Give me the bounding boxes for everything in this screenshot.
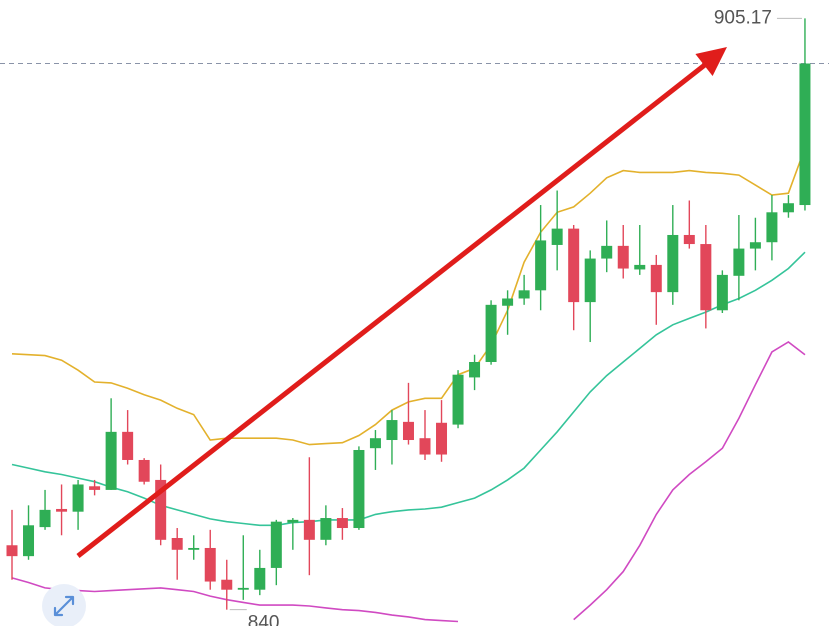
candle-body (683, 234, 695, 245)
indicator-line (11, 341, 806, 623)
candle-body (584, 258, 596, 303)
candle-body (469, 361, 481, 378)
candle-body (89, 486, 101, 490)
candle-body (204, 547, 216, 582)
candle-body (436, 422, 448, 455)
candle-body (303, 519, 315, 540)
low-label: 840 (248, 613, 280, 626)
candle-body (386, 420, 398, 441)
candle-body (518, 290, 530, 299)
candle-body (502, 298, 514, 306)
candle-body (601, 245, 613, 259)
candle-body (39, 509, 51, 528)
candle-body (56, 508, 68, 512)
candle-body (733, 248, 745, 276)
candle-body (452, 374, 464, 425)
candle-body (171, 537, 183, 550)
expand-icon[interactable] (53, 595, 75, 617)
candle-body (617, 245, 629, 269)
candle-body (6, 545, 18, 557)
candle-body (105, 431, 117, 490)
candle-body (716, 274, 728, 311)
candle-body (667, 234, 679, 293)
candle-body (138, 459, 150, 482)
candle-body (353, 449, 365, 529)
candle-body (782, 203, 794, 213)
candle-body (799, 63, 811, 206)
candle-body (749, 242, 761, 249)
candle-body (766, 212, 778, 243)
candle-body (535, 240, 547, 291)
candle-body (568, 228, 580, 303)
candle-body (221, 579, 233, 590)
candle-body (634, 264, 646, 270)
candle-body (551, 228, 563, 245)
candle-body (254, 567, 266, 590)
candle-body (122, 431, 134, 460)
arrow-shaft (76, 62, 708, 558)
indicator-line (11, 251, 806, 527)
candle-body (336, 518, 348, 529)
candle-body (320, 518, 332, 540)
candle-body (155, 479, 167, 540)
candle-body (485, 304, 497, 362)
candle-body (287, 519, 299, 523)
candle-body (419, 438, 431, 455)
candle-body (270, 521, 282, 568)
trend-arrow (76, 47, 727, 558)
candle-body (72, 484, 84, 512)
candle-body (369, 438, 381, 449)
candle-body (237, 587, 249, 590)
high-label: 905.17 (714, 7, 772, 28)
arrow-head (695, 47, 727, 76)
candle-body (23, 525, 35, 557)
plot-area: 905.17 840 (0, 7, 829, 626)
candle-body (700, 244, 712, 311)
expand-button[interactable] (42, 584, 86, 626)
candle-body (650, 264, 662, 293)
candle-body (402, 421, 414, 441)
candle-body (188, 547, 200, 550)
